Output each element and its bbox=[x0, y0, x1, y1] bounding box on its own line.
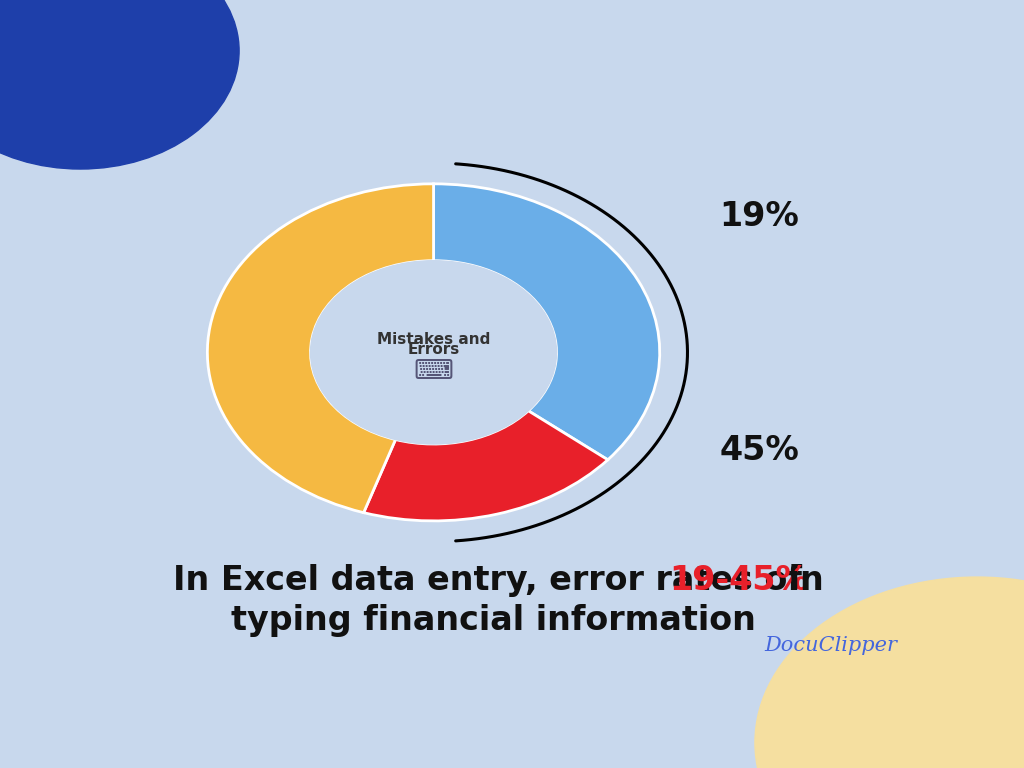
Wedge shape bbox=[364, 411, 608, 521]
Circle shape bbox=[755, 577, 1024, 768]
Text: 45%: 45% bbox=[719, 434, 799, 467]
Text: ⌨: ⌨ bbox=[414, 357, 454, 386]
Circle shape bbox=[310, 260, 557, 444]
Text: Mistakes and: Mistakes and bbox=[377, 332, 490, 347]
Circle shape bbox=[0, 0, 240, 169]
Text: Errors: Errors bbox=[408, 342, 460, 357]
Wedge shape bbox=[208, 184, 433, 513]
Text: typing financial information: typing financial information bbox=[230, 604, 756, 637]
Text: 19-45%: 19-45% bbox=[669, 564, 809, 597]
Text: 19%: 19% bbox=[719, 200, 799, 233]
Text: In Excel data entry, error rates of: In Excel data entry, error rates of bbox=[173, 564, 813, 597]
Text: DocuClipper: DocuClipper bbox=[764, 636, 897, 654]
Text: in: in bbox=[777, 564, 824, 597]
Wedge shape bbox=[433, 184, 659, 460]
